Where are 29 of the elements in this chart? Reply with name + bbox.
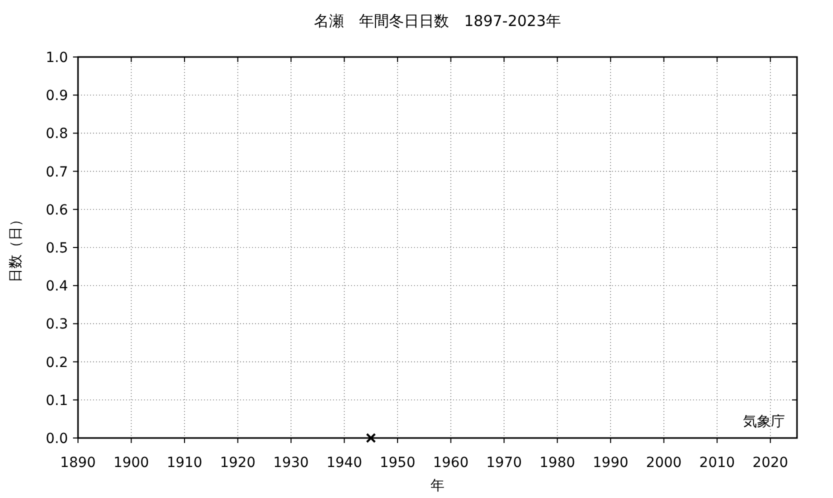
x-tick-label: 1970: [486, 455, 522, 471]
y-axis-title: 日数（日）: [8, 212, 24, 282]
y-tick-label: 0.9: [46, 88, 68, 104]
y-tick-label: 0.4: [46, 278, 68, 295]
x-tick-label: 1960: [432, 455, 469, 471]
x-tick-label: 1990: [592, 455, 628, 471]
y-tick-label: 0.7: [46, 164, 68, 180]
x-tick-label: 1930: [273, 455, 309, 471]
y-tick-label: 0.2: [46, 354, 68, 371]
y-tick-label: 0.5: [46, 240, 68, 256]
x-tick-label: 1910: [166, 455, 202, 471]
x-axis-title: 年: [430, 478, 444, 494]
y-tick-label: 0.8: [46, 126, 68, 142]
x-tick-label: 2000: [646, 455, 682, 471]
x-tick-label: 2020: [752, 455, 788, 471]
x-tick-label: 1890: [60, 455, 96, 471]
chart-title: 名瀬 年間冬日日数 1897-2023年: [314, 12, 561, 30]
x-tick-label: 1900: [113, 455, 150, 471]
x-tick-label: 2010: [699, 455, 735, 471]
y-tick-label: 1.0: [46, 50, 68, 66]
y-tick-label: 0.3: [46, 316, 68, 333]
y-tick-label: 0.0: [46, 431, 68, 447]
x-tick-label: 1980: [540, 455, 576, 471]
x-tick-label: 1940: [326, 455, 362, 471]
y-tick-label: 0.1: [46, 392, 68, 409]
x-tick-label: 1920: [220, 455, 256, 471]
x-tick-label: 1950: [380, 455, 416, 471]
y-tick-label: 0.6: [46, 202, 68, 218]
annotation: 気象庁: [743, 414, 785, 430]
